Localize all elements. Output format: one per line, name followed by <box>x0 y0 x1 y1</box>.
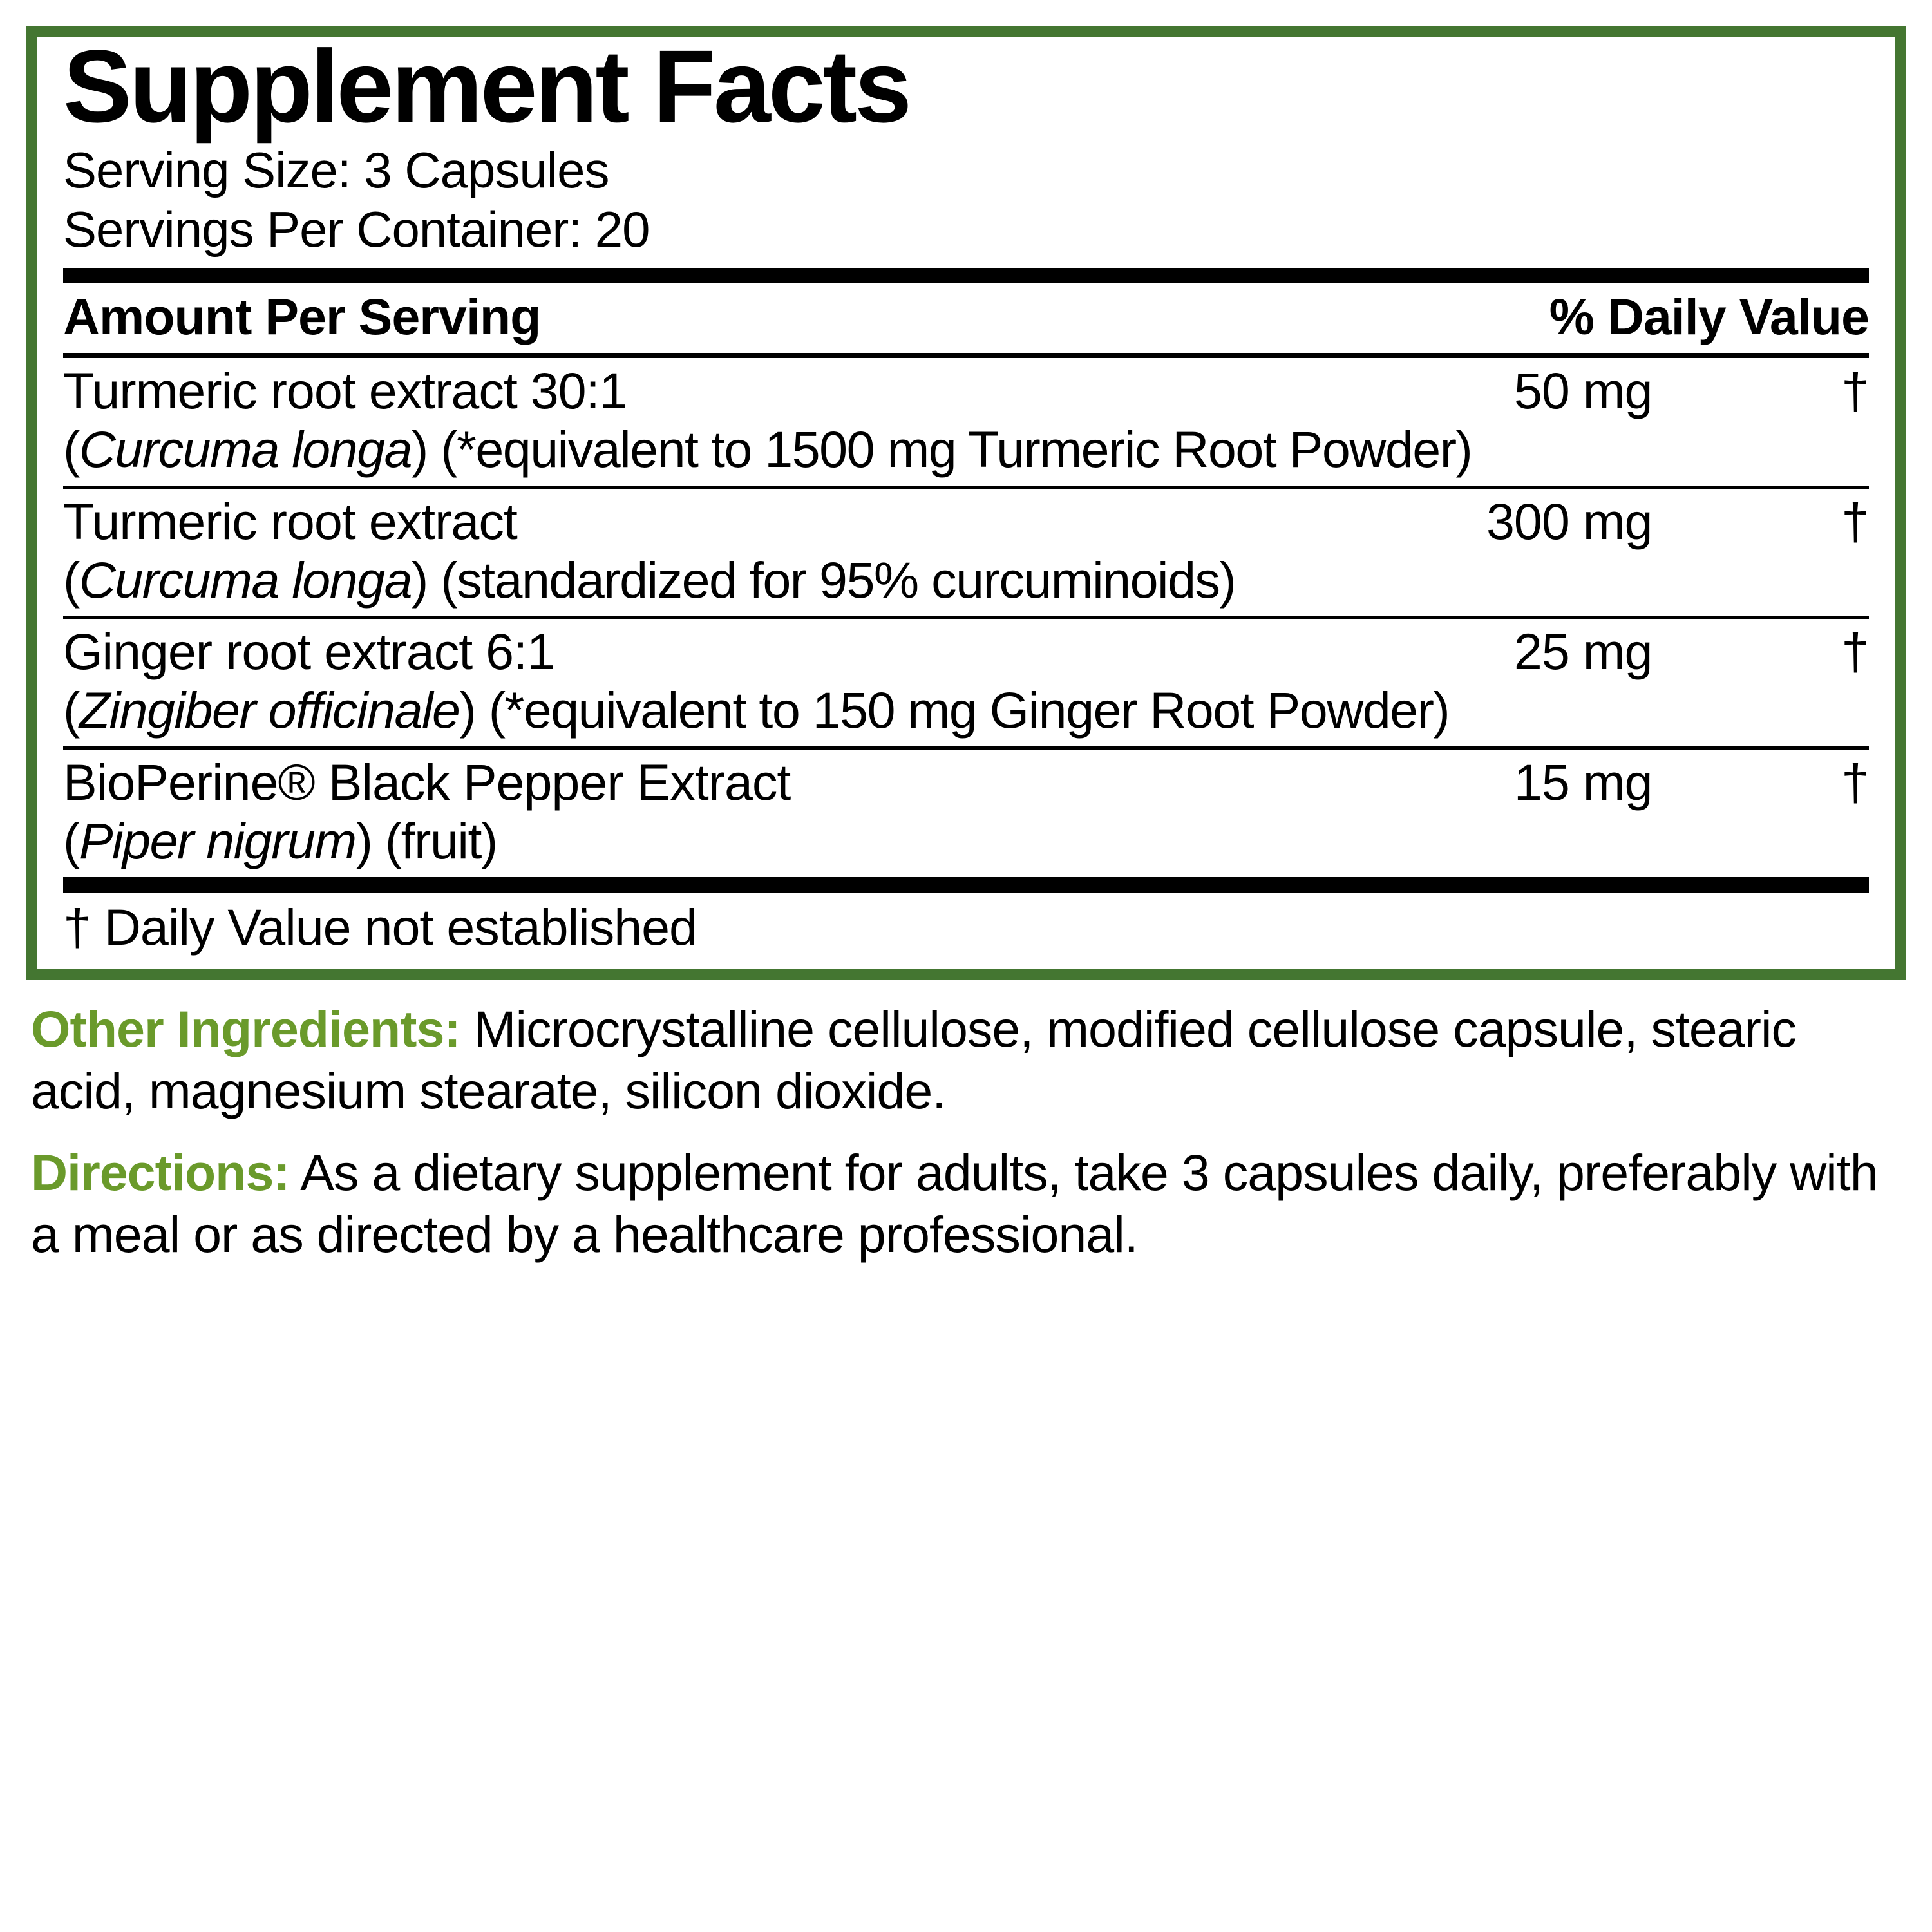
ingredient-subline: (Piper nigrum) (fruit) <box>63 812 1869 871</box>
ingredient-dv: † <box>1653 362 1869 421</box>
panel-title: Supplement Facts <box>63 32 1869 140</box>
column-headers: Amount Per Serving % Daily Value <box>63 283 1869 353</box>
ingredient-row: Turmeric root extract 300 mg † (Curcuma … <box>63 489 1869 616</box>
directions-text: As a dietary supplement for adults, take… <box>31 1144 1878 1263</box>
below-panel-text: Other Ingredients: Microcrystalline cell… <box>26 998 1906 1266</box>
rule-thick-top <box>63 268 1869 283</box>
ingredient-latin: Curcuma longa <box>79 551 412 609</box>
supplement-facts-panel: Supplement Facts Serving Size: 3 Capsule… <box>26 26 1906 980</box>
ingredient-dv: † <box>1653 623 1869 681</box>
ingredient-subline: (Zingiber officinale) (*equivalent to 15… <box>63 681 1869 740</box>
ingredient-latin: Curcuma longa <box>79 421 412 478</box>
ingredient-dv: † <box>1653 493 1869 551</box>
ingredient-subline: (Curcuma longa) (*equivalent to 1500 mg … <box>63 421 1869 479</box>
ingredient-amount: 25 mg <box>1056 623 1652 681</box>
ingredient-row: Ginger root extract 6:1 25 mg † (Zingibe… <box>63 619 1869 746</box>
ingredient-amount: 300 mg <box>1056 493 1652 551</box>
ingredient-name: Turmeric root extract 30:1 <box>63 362 1056 421</box>
ingredient-latin: Zingiber officinale <box>79 681 460 739</box>
directions: Directions: As a dietary supplement for … <box>31 1142 1901 1266</box>
rule-under-header <box>63 353 1869 358</box>
ingredient-row: BioPerine® Black Pepper Extract 15 mg † … <box>63 750 1869 877</box>
header-daily-value: % Daily Value <box>1549 287 1869 346</box>
ingredient-row: Turmeric root extract 30:1 50 mg † (Curc… <box>63 358 1869 486</box>
ingredient-name: BioPerine® Black Pepper Extract <box>63 753 1056 812</box>
ingredient-subline: (Curcuma longa) (standardized for 95% cu… <box>63 551 1869 610</box>
servings-per-container: Servings Per Container: 20 <box>63 200 1869 259</box>
ingredient-amount: 15 mg <box>1056 753 1652 812</box>
serving-size: Serving Size: 3 Capsules <box>63 140 1869 200</box>
header-amount-per-serving: Amount Per Serving <box>63 287 1549 346</box>
rule-thick-bottom <box>63 877 1869 893</box>
ingredient-name: Turmeric root extract <box>63 493 1056 551</box>
ingredient-name: Ginger root extract 6:1 <box>63 623 1056 681</box>
other-ingredients-label: Other Ingredients: <box>31 1000 460 1057</box>
ingredient-dv: † <box>1653 753 1869 812</box>
ingredient-amount: 50 mg <box>1056 362 1652 421</box>
dv-footnote: † Daily Value not established <box>63 893 1869 969</box>
supplement-facts-wrapper: Supplement Facts Serving Size: 3 Capsule… <box>26 26 1906 1285</box>
other-ingredients: Other Ingredients: Microcrystalline cell… <box>31 998 1901 1122</box>
directions-label: Directions: <box>31 1144 290 1201</box>
ingredient-latin: Piper nigrum <box>79 812 356 869</box>
